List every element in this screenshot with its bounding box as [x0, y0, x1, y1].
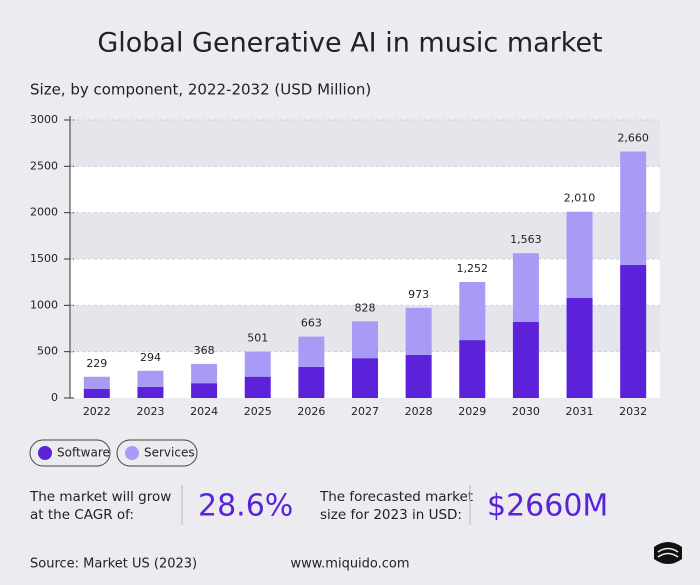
bar-segment [137, 370, 164, 387]
legend-swatch [38, 446, 52, 460]
stats: The market will grow at the CAGR of: 28.6%… [29, 485, 608, 525]
y-tick-label: 0 [51, 391, 58, 404]
bar-segment [191, 383, 218, 398]
chart-subtitle: Size, by component, 2022-2032 (USD Milli… [30, 81, 371, 99]
x-tick-label: 2028 [405, 405, 433, 418]
y-tick-label: 1500 [30, 252, 58, 265]
website: www.miquido.com [290, 557, 409, 572]
stat-text: The forecasted market [319, 489, 473, 505]
stat-text: at the CAGR of: [30, 507, 134, 523]
y-tick-label: 1000 [30, 298, 58, 311]
bar-segment [566, 211, 593, 298]
chart-title: Global Generative AI in music market [97, 28, 602, 59]
bar-segment [512, 322, 539, 398]
total-label: 2,010 [564, 192, 596, 205]
y-tick-label: 2000 [30, 206, 58, 219]
total-label: 501 [247, 332, 268, 345]
total-label: 663 [301, 317, 322, 330]
bar-segment [298, 336, 325, 367]
bar-segment [298, 366, 325, 398]
x-tick-label: 2022 [83, 405, 111, 418]
total-label: 2,660 [617, 132, 649, 145]
y-tick-label: 3000 [30, 113, 58, 126]
x-tick-label: 2026 [297, 405, 325, 418]
total-label: 294 [140, 351, 161, 364]
bar-segment [191, 363, 218, 384]
x-tick-label: 2031 [566, 405, 594, 418]
x-tick-label: 2025 [244, 405, 272, 418]
bar-segment [566, 297, 593, 398]
grid-band [70, 259, 660, 306]
y-tick-label: 2500 [30, 159, 58, 172]
bar-segment [512, 253, 539, 323]
total-label: 229 [86, 357, 107, 370]
total-label: 1,252 [457, 262, 489, 275]
bar-segment [405, 307, 432, 355]
bar-segment [244, 376, 271, 398]
x-tick-label: 2027 [351, 405, 379, 418]
source: Source: Market US (2023) [30, 557, 197, 572]
grid-band [70, 166, 660, 213]
stat-text: The market will grow [29, 489, 171, 505]
x-tick-label: 2030 [512, 405, 540, 418]
bar-segment [405, 354, 432, 398]
x-tick-label: 2029 [458, 405, 486, 418]
x-tick-label: 2023 [136, 405, 164, 418]
logo [654, 542, 682, 564]
total-label: 973 [408, 288, 429, 301]
legend: Software Services [29, 439, 198, 467]
stat-figure: $2660M [487, 489, 608, 524]
bar-segment [83, 388, 110, 398]
grid-band [70, 120, 660, 167]
bar-segment [352, 321, 378, 359]
logo-lines [657, 547, 679, 558]
stat-text: size for 2023 in USD: [320, 507, 462, 523]
bar-segment [620, 265, 647, 398]
bar-segment [244, 351, 271, 377]
grid-band [70, 212, 660, 259]
stat-figure: 28.6% [198, 489, 293, 524]
total-label: 828 [355, 301, 376, 314]
bar-segment [83, 376, 110, 389]
x-tick-label: 2024 [190, 405, 218, 418]
bar-segment [459, 340, 486, 398]
bar-segment [459, 281, 486, 341]
bar-segment [620, 151, 647, 266]
bar-segment [352, 358, 378, 398]
legend-pill [116, 439, 198, 467]
y-tick-label: 500 [37, 345, 58, 358]
legend-label: Software [57, 446, 110, 460]
total-label: 1,563 [510, 233, 542, 246]
plot: 0 500 1000 1500 2000 2500 3000 229 2022 294 2023 36… [30, 113, 660, 418]
total-label: 368 [194, 344, 215, 357]
legend-pill [29, 439, 111, 467]
x-tick-label: 2032 [619, 405, 647, 418]
legend-swatch [125, 446, 139, 460]
legend-label: Services [144, 446, 195, 460]
bar-segment [137, 386, 164, 398]
